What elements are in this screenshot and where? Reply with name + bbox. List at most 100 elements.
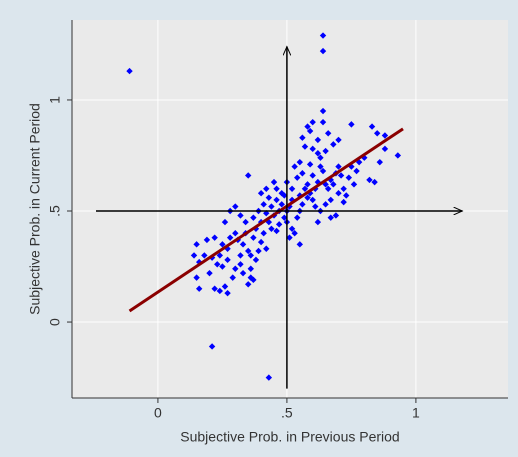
point (281, 192, 288, 199)
point (268, 203, 275, 210)
y-axis-title: Subjective Prob. in Current Period (27, 103, 43, 315)
point (232, 230, 239, 237)
point (381, 145, 389, 153)
point (301, 185, 309, 192)
point (335, 163, 342, 170)
point (263, 245, 270, 252)
point (327, 196, 334, 204)
point (296, 241, 304, 248)
point (319, 107, 327, 115)
point (260, 201, 267, 208)
point (247, 252, 254, 259)
point (229, 274, 236, 281)
point (250, 234, 257, 241)
fit-line (128, 127, 404, 313)
point (263, 185, 270, 192)
point (193, 241, 200, 248)
point (306, 161, 314, 168)
point (317, 163, 324, 170)
point (291, 163, 298, 170)
point (265, 194, 273, 201)
point (206, 269, 213, 277)
point (304, 181, 311, 188)
point (381, 132, 389, 139)
point (304, 123, 311, 130)
point (239, 241, 247, 248)
point (376, 158, 383, 166)
point (288, 225, 296, 232)
point (275, 221, 283, 228)
point (348, 121, 355, 128)
point (242, 218, 249, 226)
point (353, 167, 360, 175)
point (252, 256, 260, 264)
point (309, 196, 316, 204)
point (219, 241, 226, 248)
point (324, 130, 332, 137)
point (195, 285, 203, 292)
point (190, 252, 198, 259)
point (335, 136, 342, 144)
point (273, 227, 280, 235)
point (296, 158, 304, 166)
point (306, 127, 314, 135)
point (247, 274, 254, 281)
point (237, 212, 244, 219)
point (330, 181, 337, 188)
point (314, 150, 322, 157)
point (255, 247, 262, 255)
point (309, 118, 316, 126)
point (224, 289, 231, 297)
point (314, 218, 322, 226)
point (193, 274, 200, 281)
point (211, 285, 218, 292)
y-tick-label: .5 (47, 205, 63, 217)
point (288, 185, 296, 192)
point (299, 201, 306, 208)
point (350, 181, 358, 188)
point (294, 174, 301, 181)
point (221, 283, 229, 290)
point (312, 203, 319, 210)
point (394, 152, 402, 159)
point (247, 265, 254, 272)
point (340, 198, 347, 206)
point (317, 154, 324, 161)
point (203, 236, 211, 244)
point (319, 47, 327, 55)
y-tick-label: 0 (47, 318, 63, 326)
point (294, 214, 301, 221)
point (126, 67, 133, 75)
point (371, 178, 378, 186)
point (265, 374, 273, 381)
point (319, 118, 327, 126)
point (327, 214, 334, 221)
point (309, 145, 316, 153)
point (208, 343, 216, 350)
point (322, 147, 329, 155)
point (309, 172, 316, 179)
point (304, 194, 311, 201)
point (301, 143, 309, 150)
point (224, 256, 231, 264)
x-tick-label: 0 (154, 405, 162, 421)
point (345, 174, 353, 181)
point (291, 230, 298, 237)
point (368, 123, 376, 130)
point (237, 252, 244, 259)
point (299, 170, 306, 177)
point (211, 234, 218, 241)
point (250, 214, 257, 221)
point (237, 261, 244, 268)
point (201, 252, 208, 259)
point (319, 32, 327, 39)
point (260, 230, 267, 237)
y-tick-label: 1 (47, 96, 63, 104)
point (366, 176, 373, 184)
point (343, 192, 350, 199)
point (299, 134, 306, 141)
x-tick-label: .5 (281, 405, 293, 421)
point (270, 178, 278, 186)
point (273, 196, 280, 204)
